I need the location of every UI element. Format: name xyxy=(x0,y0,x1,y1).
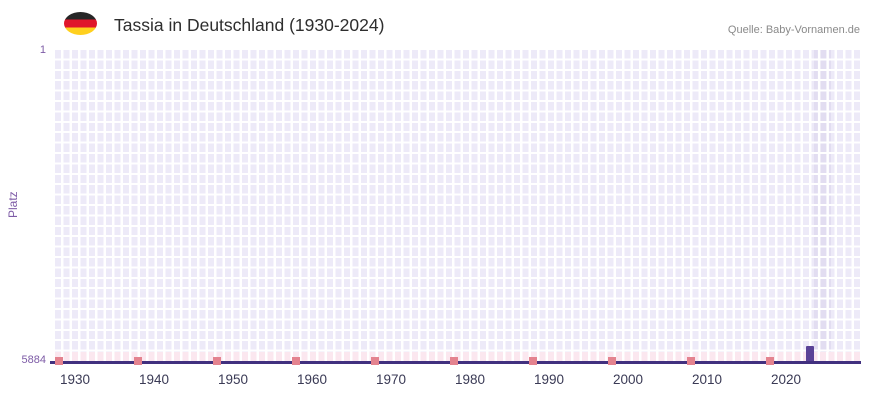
x-axis-label: 2010 xyxy=(691,372,723,387)
germany-flag-icon xyxy=(64,12,97,35)
x-axis-line xyxy=(50,361,861,364)
rank-bar[interactable] xyxy=(805,345,814,361)
x-axis-label: 1950 xyxy=(217,372,249,387)
source-attribution: Quelle: Baby-Vornamen.de xyxy=(727,24,860,36)
y-axis-title: Platz xyxy=(6,191,20,219)
highlighted-year-column xyxy=(813,50,831,361)
x-axis-label: 1940 xyxy=(138,372,170,387)
x-axis-label: 2020 xyxy=(770,372,802,387)
y-axis-tick-bottom: 5884 xyxy=(21,354,46,366)
x-axis-label: 1930 xyxy=(59,372,91,387)
x-axis-label: 1970 xyxy=(375,372,407,387)
x-axis-label: 1980 xyxy=(454,372,486,387)
chart-title: Tassia in Deutschland (1930-2024) xyxy=(114,15,385,35)
plot-area[interactable] xyxy=(55,50,861,361)
x-axis-label: 1990 xyxy=(533,372,565,387)
no-data-row xyxy=(55,352,861,361)
y-axis-tick-top: 1 xyxy=(39,44,46,56)
x-axis-label: 1960 xyxy=(296,372,328,387)
x-axis-label: 2000 xyxy=(612,372,644,387)
